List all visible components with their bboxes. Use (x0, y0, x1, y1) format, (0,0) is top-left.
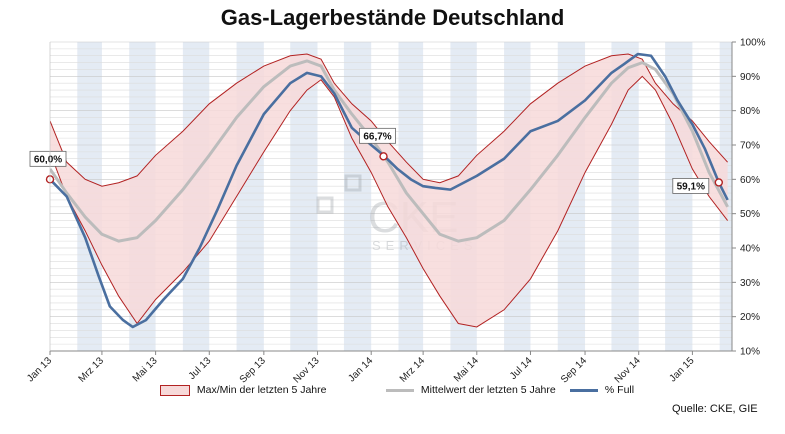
y-tick-label: 10% (740, 347, 760, 358)
x-tick-label: Jul 13 (187, 355, 214, 382)
legend-label-mean: Mittelwert der letzten 5 Jahre (420, 384, 556, 396)
y-tick-label: 70% (740, 141, 760, 152)
y-tick-label: 30% (740, 278, 760, 289)
annotation-marker (379, 152, 388, 161)
annotations: 60,0% 66,7% 59,1% (29, 127, 723, 194)
legend-label-full: % Full (604, 384, 635, 396)
annotation-marker (714, 178, 723, 187)
annotation-label: 59,1% (677, 181, 705, 192)
y-tick-label: 20% (740, 312, 760, 323)
month-stripe (343, 42, 372, 351)
x-tick-label: Jan 14 (346, 355, 375, 384)
source-note: Quelle: CKE, GIE (672, 403, 758, 415)
annotation-box (29, 150, 67, 167)
x-tick-label: Jan 15 (668, 355, 697, 384)
mean-line (50, 59, 729, 243)
x-tick-label: Jan 13 (25, 355, 54, 384)
watermark-box (316, 196, 334, 214)
month-stripe (665, 42, 693, 351)
legend-item-band: Max/Min der letzten 5 Jahre (160, 384, 326, 396)
y-tick-label: 50% (740, 209, 760, 220)
watermark-box (344, 174, 362, 192)
y-axis-ticks: 10% 20% 30% 40% 50% 60% 70% 80% 90% 100% (732, 38, 766, 358)
y-tick-label: 80% (740, 106, 760, 117)
x-axis-ticks: Jan 13 Mrz 13 Mai 13 Jul 13 Sep 13 Nov 13 Jan … (25, 351, 697, 386)
x-tick-label: Mrz 13 (77, 355, 107, 385)
x-tick-label: Sep 14 (559, 355, 589, 385)
legend-item-full: % Full (570, 384, 634, 396)
x-tick-label: Nov 14 (613, 355, 643, 385)
annotation-box (359, 127, 396, 144)
chart-title: Gas-Lagerbestände Deutschland (220, 5, 565, 30)
y-tick-label: 40% (740, 244, 760, 255)
annotation-box (672, 178, 710, 194)
legend-swatch-full (570, 388, 598, 392)
band-fill (50, 54, 728, 327)
y-tick-label: 100% (740, 38, 766, 49)
x-tick-label: Mrz 14 (398, 355, 428, 385)
legend-label-band: Max/Min der letzten 5 Jahre (196, 384, 327, 396)
x-tick-label: Mai 14 (452, 355, 481, 384)
x-tick-label: Sep 13 (238, 355, 268, 385)
x-tick-label: Nov 13 (291, 355, 321, 385)
legend-item-mean: Mittelwert der letzten 5 Jahre (386, 384, 556, 396)
legend-swatch-band (160, 384, 190, 396)
y-tick-label: 90% (740, 72, 760, 83)
annotation-label: 60,0% (34, 154, 62, 165)
x-tick-label: Mai 13 (131, 355, 160, 384)
y-tick-label: 60% (740, 175, 760, 186)
legend-swatch-mean (386, 388, 414, 392)
x-tick-label: Jul 14 (508, 355, 535, 382)
axes (49, 42, 733, 352)
band-min-line (50, 75, 728, 328)
annotation-label: 66,7% (363, 131, 391, 142)
